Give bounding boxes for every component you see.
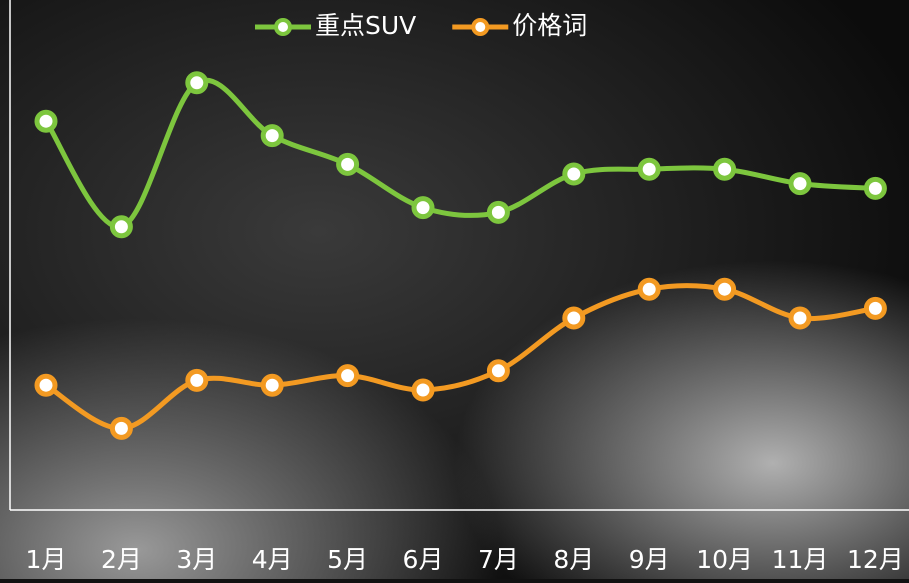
point xyxy=(637,157,661,181)
x-tick-label: 3月 xyxy=(176,545,217,574)
point xyxy=(486,359,510,383)
point xyxy=(185,368,209,392)
legend-label: 价格词 xyxy=(512,11,587,40)
point xyxy=(713,277,737,301)
x-tick-label: 9月 xyxy=(629,545,670,574)
point xyxy=(637,277,661,301)
point xyxy=(260,124,284,148)
legend-marker xyxy=(274,18,292,36)
legend-marker xyxy=(471,18,490,36)
x-tick-label: 1月 xyxy=(26,545,67,574)
point xyxy=(788,306,812,330)
x-tick-label: 5月 xyxy=(327,545,368,574)
x-tick-label: 4月 xyxy=(252,545,293,574)
point xyxy=(34,109,58,133)
point xyxy=(260,373,284,397)
point xyxy=(109,215,133,239)
x-tick-label: 11月 xyxy=(772,545,829,574)
point xyxy=(486,200,510,224)
x-tick-label: 8月 xyxy=(553,545,594,574)
x-tick-label: 7月 xyxy=(478,545,519,574)
point xyxy=(336,152,360,176)
point xyxy=(788,172,812,196)
point xyxy=(34,373,58,397)
point xyxy=(411,196,435,220)
legend-label: 重点SUV xyxy=(315,11,416,40)
x-tick-label: 6月 xyxy=(403,545,444,574)
point xyxy=(562,162,586,186)
point xyxy=(109,416,133,440)
point xyxy=(863,176,887,200)
point xyxy=(411,378,435,402)
point xyxy=(562,306,586,330)
point xyxy=(185,71,209,95)
x-tick-label: 12月 xyxy=(847,545,904,574)
point xyxy=(863,296,887,320)
x-tick-label: 10月 xyxy=(696,545,753,574)
point xyxy=(336,364,360,388)
point xyxy=(713,157,737,181)
x-tick-label: 2月 xyxy=(101,545,142,574)
